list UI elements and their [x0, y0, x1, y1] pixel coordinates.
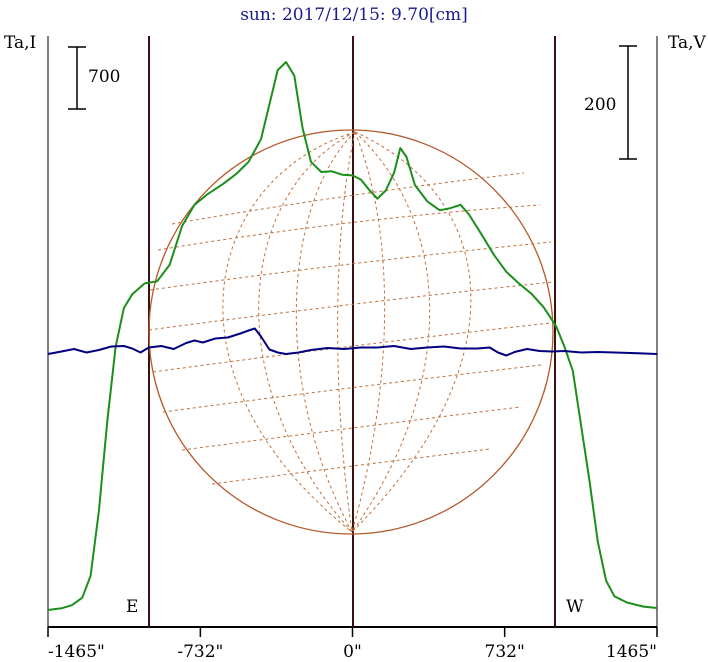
- grid-latitude-line: [211, 448, 491, 485]
- right-axis-label: Ta,V: [668, 33, 707, 53]
- x-axis-ticks: -1465" -732" 0" 732" 1465": [47, 627, 658, 662]
- right-scale-bar: [619, 45, 637, 160]
- series-line-1: [47, 61, 658, 611]
- series-line-2: [47, 327, 658, 357]
- grid-longitude-line: [258, 131, 356, 533]
- x-tick-label: 732": [485, 642, 525, 662]
- left-scale-bar-value: 700: [88, 67, 120, 87]
- solar-disk-grid: [148, 131, 554, 533]
- grid-longitude-line: [222, 131, 356, 533]
- x-tick-label: 0": [343, 642, 362, 662]
- solar-disk-outline: [148, 129, 554, 535]
- grid-longitude-line: [295, 131, 356, 533]
- right-scale-bar-value: 200: [584, 95, 616, 115]
- x-tick-label: -1465": [48, 642, 105, 662]
- grid-longitude-line: [351, 131, 386, 533]
- grid-latitude-line: [149, 241, 552, 291]
- grid-longitude-line: [351, 131, 431, 533]
- solar-disk: [148, 129, 554, 535]
- grid-latitude-line: [181, 406, 521, 451]
- limb-label-east: E: [126, 597, 138, 617]
- x-tick-label: 1465": [606, 642, 657, 662]
- grid-latitude-line: [152, 322, 551, 373]
- left-axis-label: Ta,I: [4, 33, 36, 53]
- limb-label-west: W: [566, 597, 584, 617]
- chart-title: sun: 2017/12/15: 9.70[cm]: [240, 5, 468, 25]
- series-layer: [47, 61, 658, 611]
- grid-latitude-line: [162, 364, 542, 413]
- grid-latitude-line: [148, 281, 554, 331]
- grid-latitude-line: [157, 204, 541, 251]
- x-tick-label: -732": [177, 642, 223, 662]
- left-scale-bar: [68, 46, 86, 110]
